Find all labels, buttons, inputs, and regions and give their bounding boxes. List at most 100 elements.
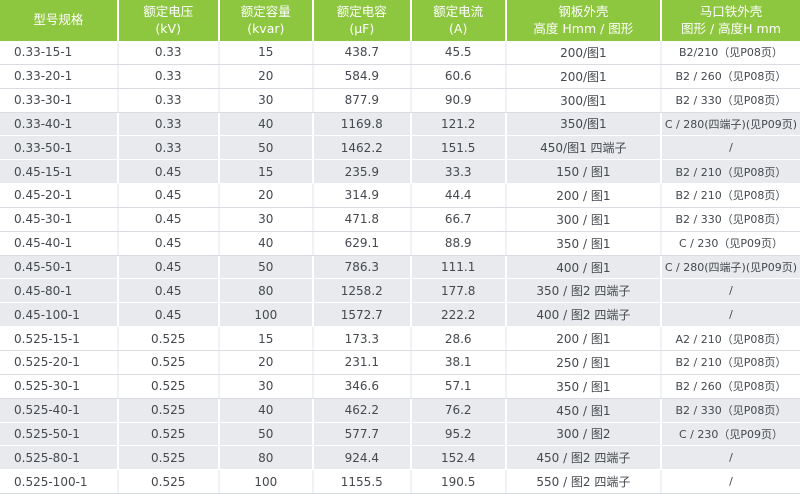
cell-steel-housing: 350 / 图1 <box>504 374 660 398</box>
cell-rated-current: 190.5 <box>409 470 505 494</box>
table-row: 0.525-50-1 0.525 50 577.7 95.2 300 / 图2 … <box>0 421 800 446</box>
table-row: 0.525-100-1 0.525 100 1155.5 190.5 550 /… <box>0 469 800 494</box>
cell-rated-capacitance: 1155.5 <box>311 470 410 494</box>
cell-steel-housing: 350/图1 <box>504 112 660 136</box>
cell-steel-housing: 250 / 图1 <box>504 350 660 374</box>
cell-rated-current: 60.6 <box>409 64 505 88</box>
cell-rated-current: 38.1 <box>409 350 505 374</box>
cell-rated-current: 121.2 <box>409 112 505 136</box>
cell-rated-capacity: 100 <box>217 470 312 494</box>
cell-model: 0.525-20-1 <box>14 355 80 370</box>
cell-rated-capacity: 40 <box>217 398 312 422</box>
cell-tinplate-housing: / <box>659 279 800 303</box>
column-header-label: 钢板外壳 <box>558 4 609 20</box>
column-header-label: 额定电容 <box>336 4 387 20</box>
cell-rated-voltage: 0.45 <box>116 255 218 279</box>
cell-rated-capacity: 20 <box>217 64 312 88</box>
column-header-model: 型号规格 <box>0 0 117 41</box>
column-header-label: 型号规格 <box>33 12 84 28</box>
cell-rated-capacity: 40 <box>217 112 312 136</box>
cell-steel-housing: 300 / 图1 <box>504 207 660 231</box>
column-header-rated-capacitance: 额定电容 (μF) <box>311 0 410 41</box>
cell-rated-voltage: 0.33 <box>116 112 218 136</box>
cell-tinplate-housing: / <box>659 303 800 327</box>
table-row: 0.45-50-1 0.45 50 786.3 111.1 400 / 图1 C… <box>0 254 800 279</box>
cell-model: 0.525-30-1 <box>14 379 80 394</box>
table-row: 0.45-30-1 0.45 30 471.8 66.7 300 / 图1 B2… <box>0 206 800 231</box>
column-header-tinplate-housing: 马口铁外壳 图形 / 高度H mm <box>659 0 800 41</box>
table-row: 0.45-100-1 0.45 100 1572.7 222.2 400 / 图… <box>0 302 800 327</box>
cell-rated-voltage: 0.525 <box>116 398 218 422</box>
cell-rated-capacity: 30 <box>217 88 312 112</box>
cell-model: 0.33-20-1 <box>14 69 73 84</box>
cell-rated-capacity: 50 <box>217 255 312 279</box>
cell-rated-capacitance: 173.3 <box>311 327 410 350</box>
column-header-steel-housing: 钢板外壳 高度 Hmm / 图形 <box>504 0 660 41</box>
cell-rated-capacitance: 584.9 <box>311 64 410 88</box>
cell-rated-capacity: 80 <box>217 279 312 303</box>
cell-rated-current: 76.2 <box>409 398 505 422</box>
cell-model: 0.45-40-1 <box>14 236 73 251</box>
cell-rated-capacity: 50 <box>217 136 312 160</box>
column-header-label: 额定容量 <box>240 4 291 20</box>
cell-rated-voltage: 0.33 <box>116 64 218 88</box>
cell-rated-voltage: 0.45 <box>116 279 218 303</box>
column-header-unit: (kvar) <box>247 20 285 36</box>
cell-tinplate-housing: B2 / 210（见P08页） <box>659 160 800 184</box>
cell-steel-housing: 450/图1 四端子 <box>504 136 660 160</box>
cell-steel-housing: 150 / 图1 <box>504 160 660 184</box>
cell-steel-housing: 350 / 图2 四端子 <box>504 279 660 303</box>
column-header-rated-voltage: 额定电压 (kV) <box>116 0 218 41</box>
cell-rated-voltage: 0.45 <box>116 160 218 184</box>
column-header-rated-current: 额定电流 (A) <box>409 0 505 41</box>
table-row: 0.33-50-1 0.33 50 1462.2 151.5 450/图1 四端… <box>0 135 800 160</box>
cell-rated-capacitance: 1572.7 <box>311 303 410 327</box>
cell-rated-current: 28.6 <box>409 327 505 350</box>
cell-model: 0.45-20-1 <box>14 188 73 203</box>
cell-rated-capacitance: 1462.2 <box>311 136 410 160</box>
cell-rated-capacitance: 314.9 <box>311 184 410 207</box>
cell-rated-current: 44.4 <box>409 184 505 207</box>
cell-rated-capacitance: 471.8 <box>311 207 410 231</box>
table-header-row: 型号规格 额定电压 (kV) 额定容量 (kvar) 额定电容 (μF) 额定电… <box>0 0 800 41</box>
cell-rated-capacity: 30 <box>217 374 312 398</box>
table-row: 0.33-15-1 0.33 15 438.7 45.5 200/图1 B2/2… <box>0 41 800 64</box>
cell-rated-voltage: 0.45 <box>116 207 218 231</box>
cell-rated-capacitance: 924.4 <box>311 446 410 470</box>
table-row: 0.33-30-1 0.33 30 877.9 90.9 300/图1 B2 /… <box>0 87 800 112</box>
cell-model: 0.525-40-1 <box>14 403 80 418</box>
table-row: 0.525-40-1 0.525 40 462.2 76.2 450 / 图1 … <box>0 397 800 422</box>
cell-rated-current: 88.9 <box>409 231 505 255</box>
table-row: 0.33-40-1 0.33 40 1169.8 121.2 350/图1 C … <box>0 111 800 136</box>
cell-rated-current: 45.5 <box>409 41 505 64</box>
cell-steel-housing: 200/图1 <box>504 64 660 88</box>
cell-steel-housing: 400 / 图2 四端子 <box>504 303 660 327</box>
cell-rated-capacity: 20 <box>217 350 312 374</box>
cell-rated-capacitance: 577.7 <box>311 422 410 446</box>
cell-model: 0.525-50-1 <box>14 426 80 441</box>
table-row: 0.525-30-1 0.525 30 346.6 57.1 350 / 图1 … <box>0 373 800 398</box>
cell-rated-current: 33.3 <box>409 160 505 184</box>
cell-model: 0.45-15-1 <box>14 164 73 179</box>
cell-model: 0.525-15-1 <box>14 331 80 346</box>
cell-rated-voltage: 0.525 <box>116 470 218 494</box>
cell-rated-capacity: 80 <box>217 446 312 470</box>
cell-model: 0.33-40-1 <box>14 116 73 131</box>
table-row: 0.33-20-1 0.33 20 584.9 60.6 200/图1 B2 /… <box>0 63 800 88</box>
cell-rated-capacitance: 231.1 <box>311 350 410 374</box>
cell-rated-current: 90.9 <box>409 88 505 112</box>
cell-rated-voltage: 0.45 <box>116 184 218 207</box>
column-header-label: 马口铁外壳 <box>699 4 763 20</box>
cell-rated-capacity: 20 <box>217 184 312 207</box>
cell-tinplate-housing: B2/210（见P08页） <box>659 41 800 64</box>
cell-rated-current: 151.5 <box>409 136 505 160</box>
cell-rated-current: 222.2 <box>409 303 505 327</box>
cell-rated-current: 152.4 <box>409 446 505 470</box>
table-row: 0.45-20-1 0.45 20 314.9 44.4 200 / 图1 B2… <box>0 183 800 207</box>
table-row: 0.525-80-1 0.525 80 924.4 152.4 450 / 图2… <box>0 445 800 470</box>
cell-tinplate-housing: B2 / 330（见P08页） <box>659 207 800 231</box>
cell-rated-capacity: 15 <box>217 327 312 350</box>
cell-model: 0.33-30-1 <box>14 93 73 108</box>
column-header-unit: 图形 / 高度H mm <box>681 20 781 36</box>
